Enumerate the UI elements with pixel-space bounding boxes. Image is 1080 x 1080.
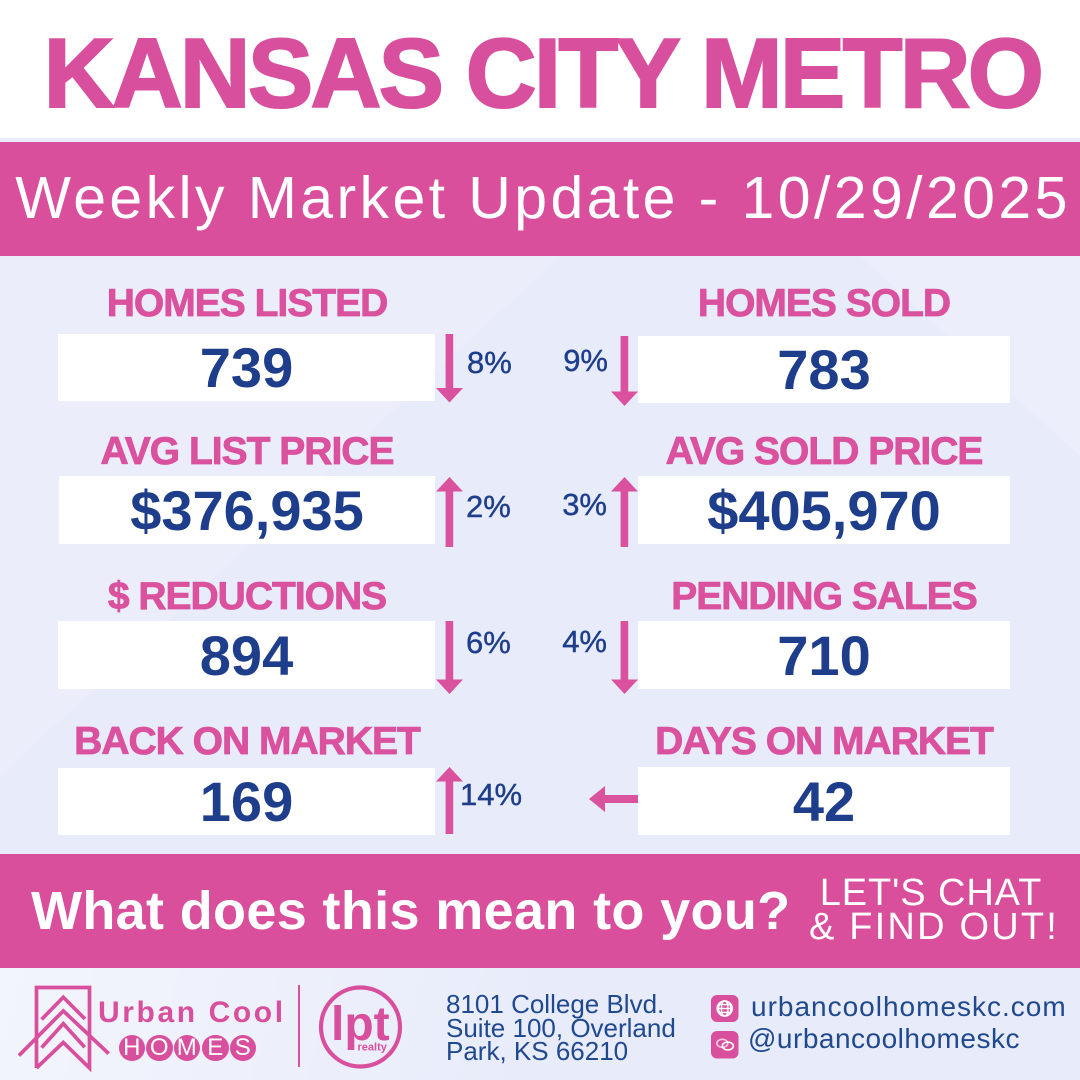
svg-text:realty: realty <box>358 1042 388 1054</box>
svg-text:lpt: lpt <box>331 998 390 1051</box>
